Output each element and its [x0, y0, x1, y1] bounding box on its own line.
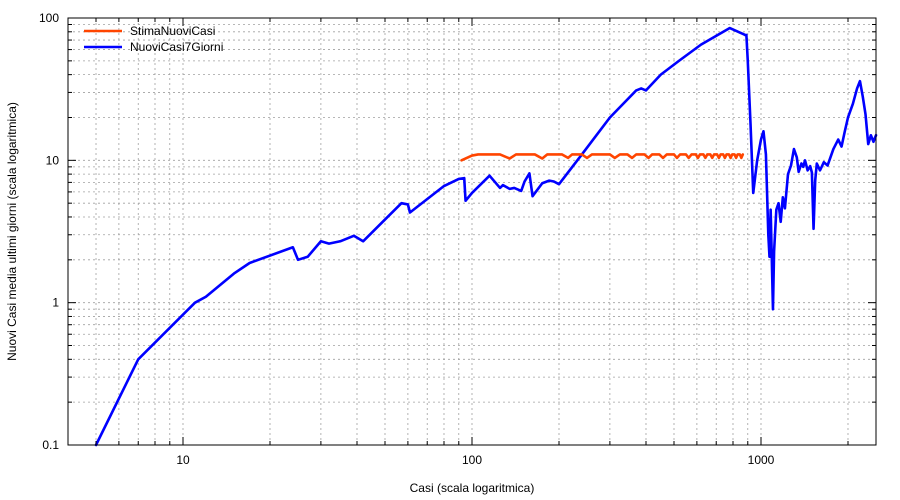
legend-label: StimaNuoviCasi: [130, 24, 215, 38]
x-tick-label: 100: [462, 453, 482, 467]
x-tick-label: 10: [176, 453, 190, 467]
series-lines: [94, 26, 878, 447]
y-tick-label: 1: [52, 296, 59, 310]
y-tick-label: 10: [46, 153, 60, 167]
y-tick-label: 100: [39, 11, 59, 25]
x-axis-title: Casi (scala logaritmica): [410, 481, 535, 495]
axis-ticks: 10 100 1000 0.1 1 10 100: [39, 11, 876, 467]
legend: StimaNuoviCasi NuoviCasi7Giorni: [84, 24, 223, 54]
legend-label: NuoviCasi7Giorni: [130, 40, 223, 54]
grid: [67, 17, 876, 446]
y-tick-label: 0.1: [42, 438, 59, 452]
y-axis-title: Nuovi Casi media ultimi giorni (scala lo…: [5, 102, 19, 361]
plot-frame: [67, 17, 877, 446]
series-line-NuoviCasi7Giorni: [94, 26, 878, 447]
series-line-StimaNuoviCasi: [460, 153, 745, 162]
x-tick-label: 1000: [748, 453, 775, 467]
